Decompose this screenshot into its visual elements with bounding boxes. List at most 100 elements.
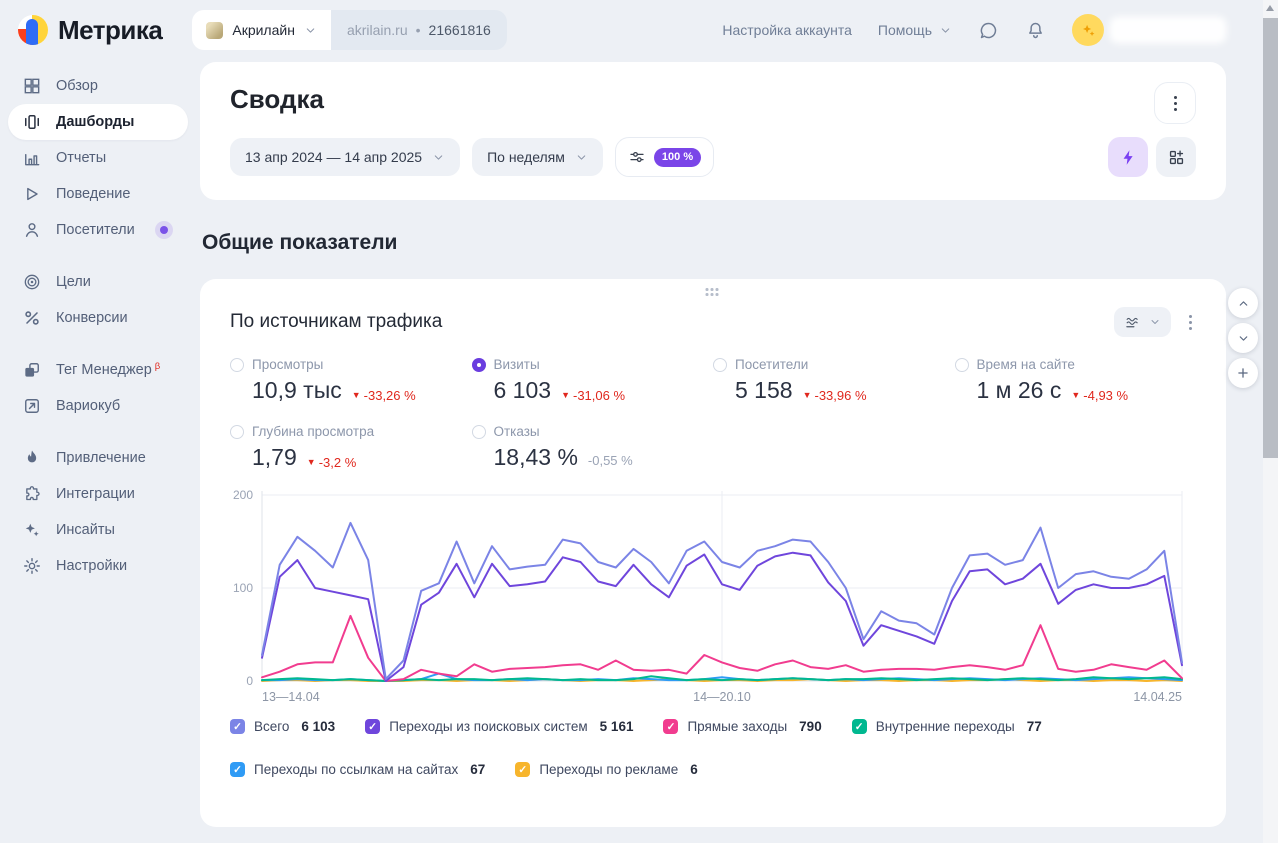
svg-text:14.04.25: 14.04.25 [1133, 690, 1182, 704]
metric-radio[interactable] [954, 357, 969, 372]
sidebar-group: Обзор Дашборды Отчеты Поведение Посетители [0, 68, 200, 248]
notifications-button[interactable] [1025, 20, 1046, 41]
sliders-icon [630, 151, 644, 163]
legend-checkbox[interactable]: ✓ [851, 719, 867, 734]
legend-item[interactable]: ✓ Всего 6 103 [230, 719, 335, 734]
chevron-down-icon [306, 27, 315, 33]
dashboards-icon [22, 112, 42, 132]
legend-checkbox[interactable]: ✓ [230, 719, 245, 734]
sidebar-item-label: Посетители [56, 222, 135, 238]
svg-text:0: 0 [246, 674, 253, 688]
legend-item[interactable]: ✓ Переходы из поисковых систем 5 161 [365, 719, 633, 734]
traffic-sources-widget: По источникам трафика Просмотры 10,9 тыс ▼… [200, 279, 1226, 827]
chevron-down-icon [577, 154, 586, 160]
scrollbar-thumb[interactable] [1263, 18, 1278, 458]
ai-insights-button[interactable] [1108, 137, 1148, 177]
sidebar-item[interactable]: Вариокуб [8, 388, 188, 424]
metrics-grid: Просмотры 10,9 тыс ▼ -33,26 % Визиты 6 103 ▼ -3… [230, 357, 1196, 471]
metric-delta: -0,55 % [587, 453, 633, 468]
metric-radio[interactable] [471, 424, 486, 439]
counter-name-button[interactable]: Акрилайн [192, 10, 331, 50]
down-arrow-icon: ▼ [306, 457, 316, 467]
legend-label: Переходы из поисковых систем [389, 719, 588, 734]
counter-info: akrilain.ru • 21661816 [330, 10, 507, 50]
user-menu[interactable] [1072, 14, 1224, 46]
metric-radio[interactable] [230, 357, 244, 372]
page-scrollbar[interactable] [1263, 0, 1278, 843]
drag-handle-icon[interactable] [705, 288, 721, 298]
help-menu[interactable]: Помощь [878, 22, 952, 38]
sidebar-item[interactable]: Интеграции [8, 476, 188, 512]
add-button[interactable] [1228, 358, 1258, 388]
plus-icon [1238, 368, 1248, 378]
legend-checkbox[interactable]: ✓ [663, 719, 679, 734]
person-icon [22, 220, 42, 240]
grid-icon [22, 76, 42, 96]
scroll-down-button[interactable] [1228, 323, 1258, 353]
metric-radio-row[interactable]: Посетители [713, 357, 955, 372]
metrika-logo-icon [18, 15, 48, 45]
counter-separator: • [415, 22, 421, 38]
sidebar-item[interactable]: Дашборды [8, 104, 188, 140]
metric-radio[interactable] [230, 424, 244, 439]
summary-menu-button[interactable] [1154, 82, 1196, 124]
metric-radio-row[interactable]: Время на сайте [954, 357, 1197, 372]
sidebar-item[interactable]: Конверсии [8, 300, 188, 336]
bell-icon [1029, 22, 1042, 38]
sparkles-icon [22, 520, 42, 540]
metric-radio-row[interactable]: Просмотры [230, 357, 472, 372]
metric-radio[interactable] [471, 357, 486, 372]
legend-label: Прямые заходы [687, 719, 788, 734]
metric-radio-row[interactable]: Отказы [471, 424, 714, 439]
sidebar-nav: Обзор Дашборды Отчеты Поведение Посетители Це… [0, 68, 200, 584]
scrollbar-up-arrow-icon[interactable] [1266, 5, 1274, 11]
traffic-chart-svg[interactable]: 0 100 200 13—14.04 14—20.10 14.04.25 [226, 485, 1194, 709]
sidebar-item-label: Поведение [56, 186, 131, 202]
sampling-control[interactable]: 100 % [614, 137, 715, 177]
target-icon [22, 272, 42, 292]
sidebar-item[interactable]: Поведение [8, 176, 188, 212]
counter-domain[interactable]: akrilain.ru [346, 22, 408, 38]
variocube-icon [22, 396, 42, 416]
granularity-selector[interactable]: По неделям [472, 138, 603, 176]
sidebar-group: Тег Менеджер β Вариокуб [0, 352, 200, 424]
sidebar-item[interactable]: Привлечение [8, 440, 188, 476]
sidebar-item[interactable]: Цели [8, 264, 188, 300]
sparkles-icon [1082, 24, 1094, 36]
metric-radio-row[interactable]: Визиты [471, 357, 714, 372]
sidebar-item[interactable]: Отчеты [8, 140, 188, 176]
top-bar: Метрика Акрилайн akrilain.ru • 21661816 … [0, 0, 1278, 60]
sidebar-item-label: Настройки [56, 558, 128, 574]
account-settings-link[interactable]: Настройка аккаунта [722, 22, 852, 38]
chevron-up-icon [1239, 300, 1247, 306]
counter-id: 21661816 [428, 22, 491, 38]
sidebar-item[interactable]: Посетители [8, 212, 188, 248]
sidebar-item[interactable]: Инсайты [8, 512, 188, 548]
chevron-down-icon [1151, 320, 1159, 324]
legend-item[interactable]: ✓ Переходы по рекламе 6 [515, 762, 698, 777]
sidebar-item[interactable]: Тег Менеджер β [8, 352, 188, 388]
metric-radio-row[interactable]: Глубина просмотра [230, 424, 472, 439]
sidebar-item[interactable]: Настройки [8, 548, 188, 584]
sidebar-item-label: Инсайты [56, 522, 115, 538]
chart-legend: ✓ Всего 6 103 ✓ Переходы из поисковых систем… [230, 719, 1196, 777]
metrika-logo[interactable]: Метрика [18, 15, 163, 46]
legend-checkbox[interactable]: ✓ [230, 762, 245, 777]
date-range-selector[interactable]: 13 апр 2024 — 14 апр 2025 [230, 138, 461, 176]
metric-label: Глубина просмотра [252, 424, 375, 439]
down-arrow-icon: ▼ [802, 390, 812, 400]
legend-item[interactable]: ✓ Прямые заходы 790 [663, 719, 822, 734]
line-chart-icon [1126, 317, 1138, 327]
widget-menu-button[interactable] [1185, 311, 1196, 334]
scroll-up-button[interactable] [1228, 288, 1258, 318]
legend-checkbox[interactable]: ✓ [515, 762, 531, 777]
metric-label: Визиты [493, 357, 540, 372]
add-widget-button[interactable] [1156, 137, 1196, 177]
chat-button[interactable] [978, 20, 999, 41]
chart-type-selector[interactable] [1114, 307, 1171, 337]
legend-checkbox[interactable]: ✓ [365, 719, 381, 734]
legend-item[interactable]: ✓ Переходы по ссылкам на сайтах 67 [230, 762, 485, 777]
sidebar-item[interactable]: Обзор [8, 68, 188, 104]
metric-radio[interactable] [713, 357, 727, 372]
legend-item[interactable]: ✓ Внутренние переходы 77 [851, 719, 1042, 734]
